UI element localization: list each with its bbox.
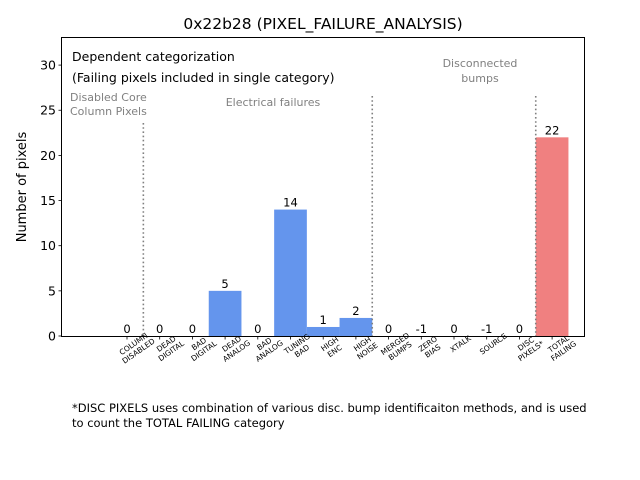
group-label-electrical: Electrical failures bbox=[226, 96, 321, 109]
chart-title: 0x22b28 (PIXEL_FAILURE_ANALYSIS) bbox=[183, 15, 462, 34]
value-label-dead-digital: 0 bbox=[156, 322, 163, 336]
value-label-total-failing: 22 bbox=[545, 123, 560, 137]
value-label-tuning-bad: 14 bbox=[283, 196, 298, 210]
value-labels-group: 0 0 0 5 0 14 1 2 0 -1 0 -1 0 22 bbox=[123, 123, 559, 336]
group-label-disconnected-line2: bumps bbox=[461, 72, 499, 85]
value-label-high-enc: 1 bbox=[320, 313, 327, 327]
annotation-box-line2: (Failing pixels included in single categ… bbox=[72, 70, 335, 85]
bar-high-enc bbox=[306, 326, 340, 336]
annotation-box-line1: Dependent categorization bbox=[72, 49, 235, 64]
y-ticks-group: 0 5 10 15 20 25 30 bbox=[40, 58, 62, 344]
value-label-merged-bumps: 0 bbox=[385, 322, 392, 336]
y-tick-label-5: 5 bbox=[48, 283, 56, 298]
bar-dead-analog bbox=[208, 290, 242, 336]
bars-group bbox=[208, 137, 569, 336]
x-tick-label-high-noise: HIGHNOISE bbox=[350, 333, 379, 361]
x-tick-label-zero-bias: ZEROBIAS bbox=[417, 334, 444, 361]
value-label-bad-analog: 0 bbox=[254, 322, 261, 336]
footnote-line2: to count the TOTAL FAILING category bbox=[72, 416, 285, 430]
group-label-disabled-line2: Column Pixels bbox=[70, 105, 147, 118]
group-label-disabled-line1: Disabled Core bbox=[70, 91, 147, 104]
plot-frame bbox=[61, 37, 585, 337]
footnote-line1: *DISC PIXELS uses combination of various… bbox=[72, 401, 587, 415]
value-label-source: -1 bbox=[481, 322, 492, 336]
separators-group bbox=[142, 96, 537, 336]
bar-tuning-bad bbox=[274, 209, 307, 336]
group-label-disconnected-line1: Disconnected bbox=[443, 57, 518, 70]
y-tick-label-0: 0 bbox=[48, 329, 56, 344]
value-label-column-disabled: 0 bbox=[123, 322, 130, 336]
y-tick-label-20: 20 bbox=[40, 148, 56, 163]
y-tick-label-25: 25 bbox=[40, 103, 56, 118]
value-label-dead-analog: 5 bbox=[221, 277, 228, 291]
value-label-xtalk: 0 bbox=[450, 322, 457, 336]
y-tick-label-10: 10 bbox=[40, 238, 56, 253]
y-tick-label-15: 15 bbox=[40, 193, 56, 208]
bar-high-noise bbox=[339, 317, 373, 336]
y-tick-label-30: 30 bbox=[40, 58, 56, 73]
footnote: *DISC PIXELS uses combination of various… bbox=[72, 401, 638, 431]
pixel-failure-chart: 0x22b28 (PIXEL_FAILURE_ANALYSIS) Number … bbox=[15, 15, 585, 366]
value-label-bad-digital: 0 bbox=[189, 322, 196, 336]
bar-total-failing bbox=[535, 137, 569, 336]
value-label-high-noise: 2 bbox=[352, 304, 359, 318]
y-axis-label: Number of pixels bbox=[15, 131, 30, 242]
x-tick-label-column-disabled: COLUMNDISABLED bbox=[115, 329, 156, 365]
value-label-disc-pixels: 0 bbox=[516, 322, 523, 336]
value-label-zero-bias: -1 bbox=[416, 322, 427, 336]
